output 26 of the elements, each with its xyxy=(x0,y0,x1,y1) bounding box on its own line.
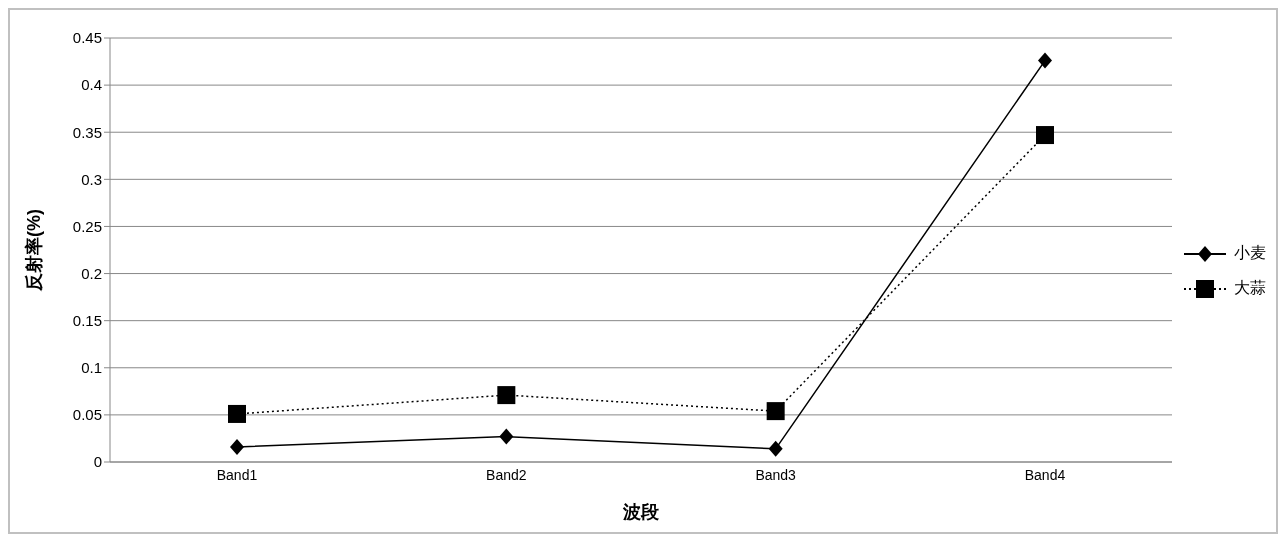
point xyxy=(499,428,514,445)
y-tick-label: 0.3 xyxy=(81,170,102,188)
x-tick-label: Band1 xyxy=(216,466,258,483)
x-tick-label: Band4 xyxy=(1024,466,1066,483)
y-axis-title: 反射率(%) xyxy=(24,209,45,292)
y-tick-label: 0.25 xyxy=(72,217,102,235)
y-tick-label: 0.2 xyxy=(81,264,102,282)
point xyxy=(1036,126,1054,145)
y-tick-label: 0.15 xyxy=(72,311,102,329)
point xyxy=(1038,52,1052,69)
point xyxy=(230,438,244,455)
legend-label: 大蒜 xyxy=(1234,278,1266,298)
point xyxy=(497,386,516,405)
y-tick-label: 0.35 xyxy=(72,123,102,141)
x-tick-label: Band3 xyxy=(755,466,797,483)
y-tick-label: 0.1 xyxy=(81,359,102,377)
y-tick-label: 0 xyxy=(93,453,102,471)
y-tick-label: 0.45 xyxy=(72,29,102,47)
point xyxy=(766,402,785,421)
legend-label: 小麦 xyxy=(1234,243,1266,263)
point xyxy=(768,440,783,457)
y-tick-label: 0.05 xyxy=(72,406,102,424)
point xyxy=(228,404,246,423)
x-tick-label: Band2 xyxy=(486,466,527,483)
y-tick-label: 0.4 xyxy=(81,76,102,94)
x-axis-title: 波段 xyxy=(622,502,660,522)
